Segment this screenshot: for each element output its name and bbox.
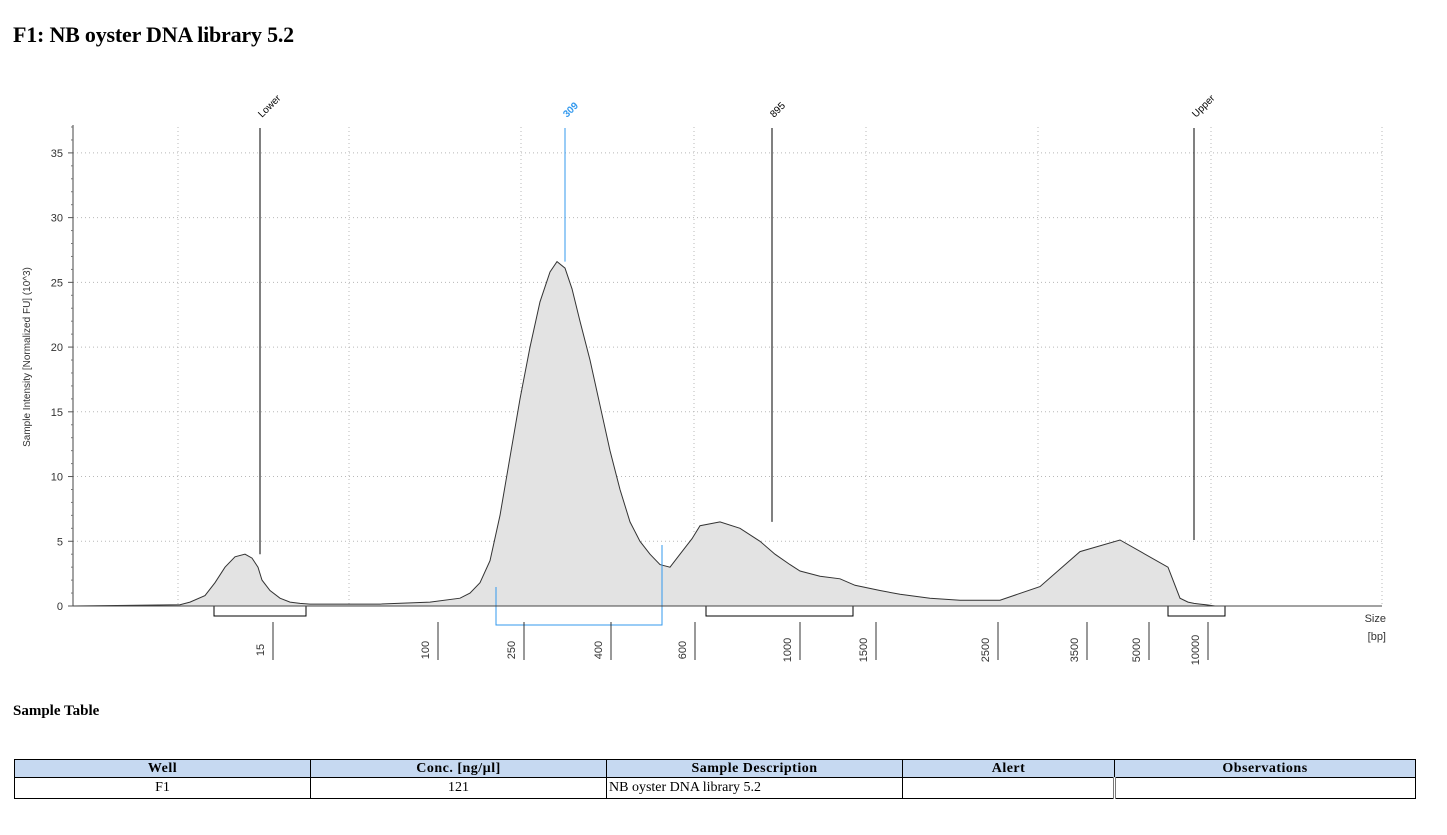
x-tick-label: 600 [677, 641, 689, 659]
x-axis-ticks: 15 100 250 400 600 1000 1500 2500 3500 5000 10000 [255, 622, 1209, 666]
y-tick-label: 35 [51, 148, 63, 160]
peak-label-lower: Lower [256, 93, 284, 121]
x-tick-label: 400 [593, 641, 605, 659]
x-tick-label: 2500 [980, 638, 992, 662]
y-tick-label: 25 [51, 277, 63, 289]
x-axis-label-line: [bp] [1368, 631, 1386, 643]
x-tick-label: 1500 [858, 638, 870, 662]
header-sample-description: Sample Description [606, 759, 903, 778]
y-axis-label: Sample Intensity [Normalized FU] (10^3) [22, 267, 33, 447]
sample-table-heading: Sample Table [13, 703, 100, 719]
x-tick-label: 250 [506, 641, 518, 659]
y-tick-label: 20 [51, 342, 63, 354]
peak-markers: Lower 309 895 Upper [256, 93, 1218, 555]
page-title: F1: NB oyster DNA library 5.2 [13, 22, 294, 47]
x-tick-label: 10000 [1190, 635, 1202, 666]
y-axis-ticks: 0 5 10 15 20 25 30 35 [51, 126, 73, 613]
region-bracket [213, 606, 307, 617]
x-tick-label: 15 [255, 644, 267, 656]
y-tick-label: 0 [57, 601, 63, 613]
table-row: F1 121 NB oyster DNA library 5.2 [14, 777, 1416, 799]
header-alert: Alert [902, 759, 1115, 778]
cell-observations [1114, 777, 1416, 799]
sample-table: Well Conc. [ng/µl] Sample Description Al… [14, 759, 1416, 799]
table-header-row: Well Conc. [ng/µl] Sample Description Al… [14, 759, 1416, 778]
header-well: Well [14, 759, 311, 778]
x-tick-label: 3500 [1069, 638, 1081, 662]
y-tick-label: 30 [51, 213, 63, 225]
trace-fill [73, 261, 1382, 606]
x-tick-label: 100 [420, 641, 432, 659]
y-tick-label: 10 [51, 472, 63, 484]
x-tick-label: 5000 [1131, 638, 1143, 662]
y-tick-label: 15 [51, 407, 63, 419]
cell-alert [902, 777, 1116, 799]
trace-line [72, 260, 1382, 607]
peak-label-309: 309 [561, 100, 581, 120]
header-conc: Conc. [ng/µl] [310, 759, 607, 778]
peak-label-upper: Upper [1190, 93, 1218, 121]
peak-label-895: 895 [768, 100, 788, 120]
x-tick-label: 1000 [782, 638, 794, 662]
x-axis-label-line: Size [1365, 613, 1386, 625]
y-tick-label: 5 [57, 536, 63, 548]
region-bracket [1167, 606, 1226, 617]
cell-well: F1 [14, 777, 311, 799]
cell-sample-description: NB oyster DNA library 5.2 [606, 777, 903, 799]
x-axis-label: Size [bp] [1365, 613, 1386, 643]
cell-conc: 121 [310, 777, 607, 799]
header-observations: Observations [1114, 759, 1416, 778]
electropherogram-chart: Lower 309 895 Upper 0 5 10 15 20 25 30 35 15 100 250… [22, 93, 1386, 666]
trace-area [72, 260, 1382, 607]
region-bracket [705, 606, 854, 617]
